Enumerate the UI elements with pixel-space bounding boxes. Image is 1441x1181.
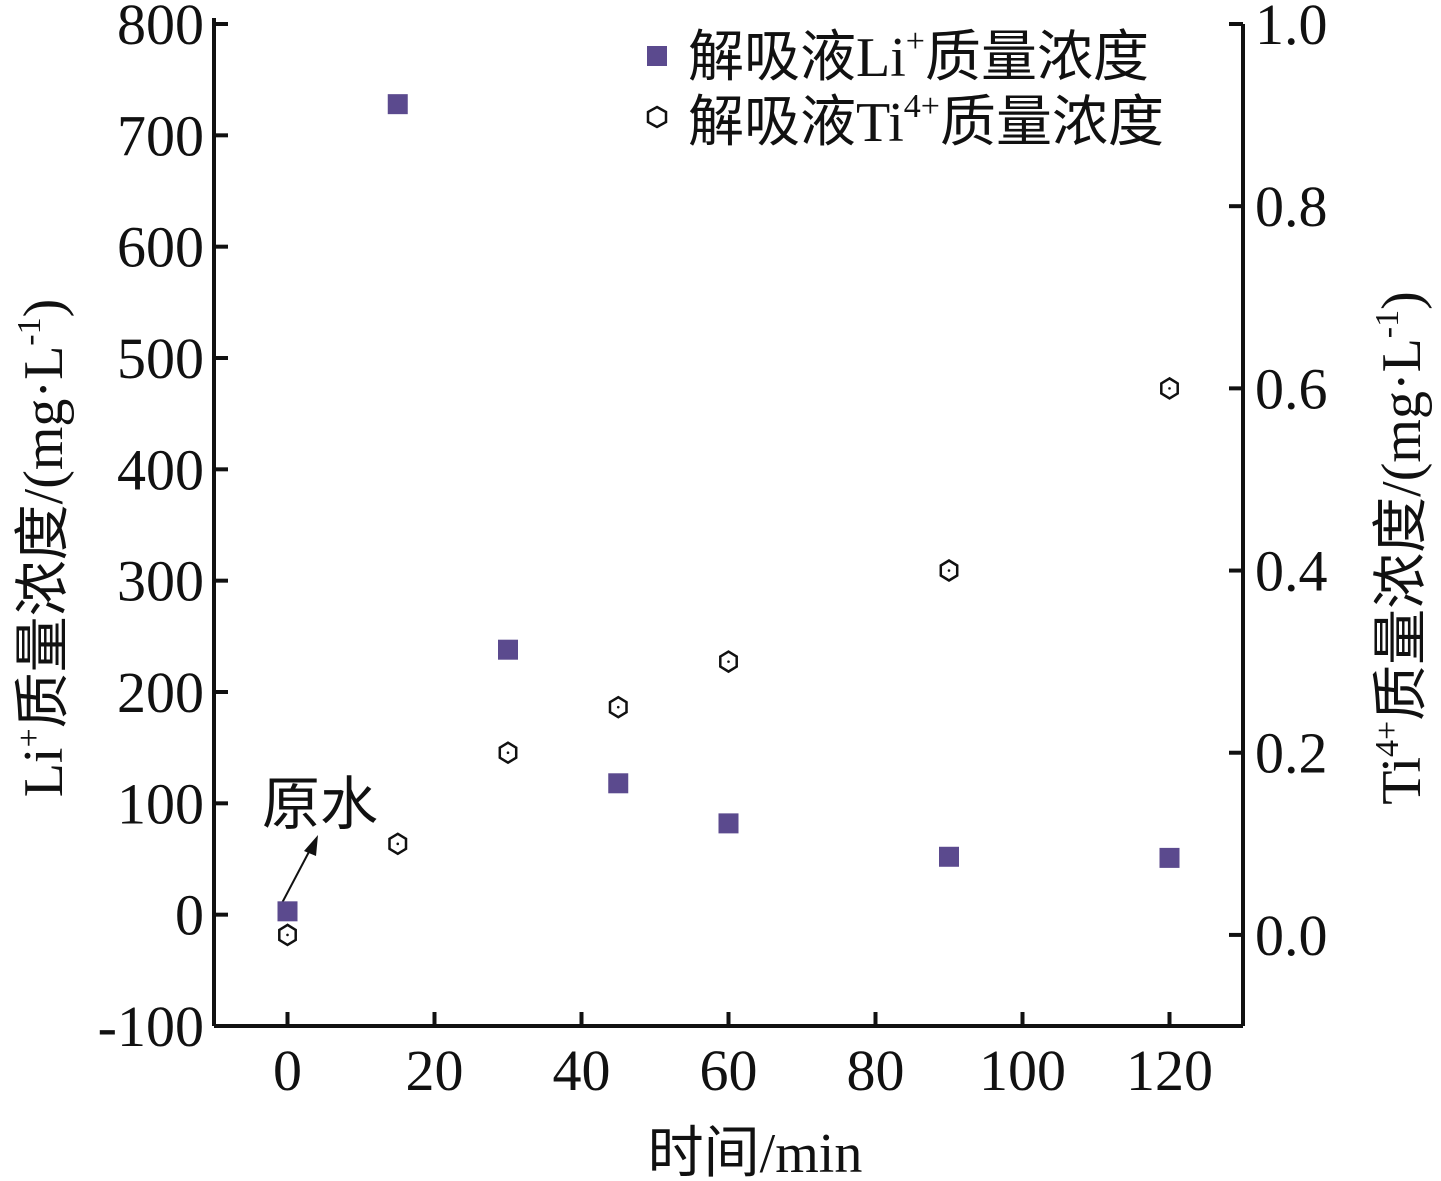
y-left-tick-label: 700 xyxy=(117,103,204,168)
y-left-tick-label: 0 xyxy=(175,883,204,948)
legend-label-li: 解吸液Li+质量浓度 xyxy=(688,23,1149,89)
y-right-tick-label: 1.0 xyxy=(1255,0,1328,57)
ti-point-hexagon xyxy=(388,832,408,856)
tick-labels: 0 20 40 60 80 100 120 -100 0 100 200 300 400 500 600 70… xyxy=(98,0,1328,1103)
x-tick-label: 60 xyxy=(700,1038,758,1103)
ti-point xyxy=(719,650,738,674)
li-point xyxy=(1159,847,1180,868)
li-point xyxy=(498,639,518,660)
ti-point-dot xyxy=(286,933,289,937)
axes xyxy=(212,18,1245,1028)
y-right-axis-title: Ti4+质量浓度/(mg·L-1) xyxy=(1369,291,1433,805)
y-right-tick-label: 0.8 xyxy=(1255,174,1328,239)
y-left-tick-label: 200 xyxy=(117,660,204,725)
legend-marker-li xyxy=(647,46,667,66)
legend: 解吸液Li+质量浓度 解吸液Ti4+质量浓度 xyxy=(646,23,1164,154)
legend-marker-ti xyxy=(646,105,668,129)
ticks xyxy=(214,22,1243,1028)
ti-point-dot xyxy=(616,705,620,709)
ti-point-dot xyxy=(396,842,400,846)
ti-point xyxy=(278,923,297,947)
li-point xyxy=(387,94,408,115)
ti-point-hexagon xyxy=(608,695,628,719)
x-tick-label: 20 xyxy=(406,1038,464,1103)
y-left-tick-label: 500 xyxy=(117,326,204,391)
y-left-tick-label: 400 xyxy=(117,437,204,502)
x-tick-label: 80 xyxy=(847,1038,905,1103)
ti-point-dot xyxy=(1168,387,1171,390)
ti-point-dot xyxy=(727,660,730,663)
li-point xyxy=(277,901,298,922)
ti-point-hexagon xyxy=(1160,376,1179,400)
y-right-tick-label: 0.6 xyxy=(1255,356,1328,421)
li-point xyxy=(608,773,629,794)
annotation-text: 原水 xyxy=(262,772,378,837)
ti-point xyxy=(939,559,959,582)
y-right-tick-label: 0.4 xyxy=(1255,539,1328,604)
li-point xyxy=(939,846,959,867)
x-tick-label: 120 xyxy=(1126,1038,1213,1103)
data-marks xyxy=(277,94,1180,947)
ti-point-hexagon xyxy=(498,741,518,765)
annotation: 原水 xyxy=(262,772,378,904)
ti-point-hexagon xyxy=(939,559,959,582)
legend-label-ti: 解吸液Ti4+质量浓度 xyxy=(688,88,1164,154)
annotation-arrow-head xyxy=(304,835,318,856)
ti-point-hexagon xyxy=(719,650,738,674)
y-left-tick-label: 600 xyxy=(117,215,204,280)
x-axis-title: 时间/min xyxy=(648,1123,863,1181)
ti-point xyxy=(1160,376,1179,400)
y-left-tick-label: 100 xyxy=(117,771,204,836)
x-tick-label: 40 xyxy=(553,1038,611,1103)
y-left-tick-label: 800 xyxy=(117,0,204,57)
y-left-axis-title: Li+质量浓度/(mg·L-1) xyxy=(11,299,75,798)
ti-point xyxy=(388,832,408,856)
y-right-tick-label: 0.0 xyxy=(1255,903,1328,968)
y-left-tick-label: -100 xyxy=(98,994,204,1059)
li-point xyxy=(718,813,739,834)
ti-point xyxy=(608,695,628,719)
x-tick-label: 0 xyxy=(273,1038,302,1103)
y-right-tick-label: 0.2 xyxy=(1255,721,1328,786)
ti-point-dot xyxy=(947,569,951,572)
ti-point-hexagon xyxy=(278,923,297,947)
y-left-tick-label: 300 xyxy=(117,549,204,614)
ti-point xyxy=(498,741,518,765)
ti-point-dot xyxy=(506,751,510,755)
annotation-arrow-line xyxy=(281,847,312,904)
x-tick-label: 100 xyxy=(979,1038,1066,1103)
